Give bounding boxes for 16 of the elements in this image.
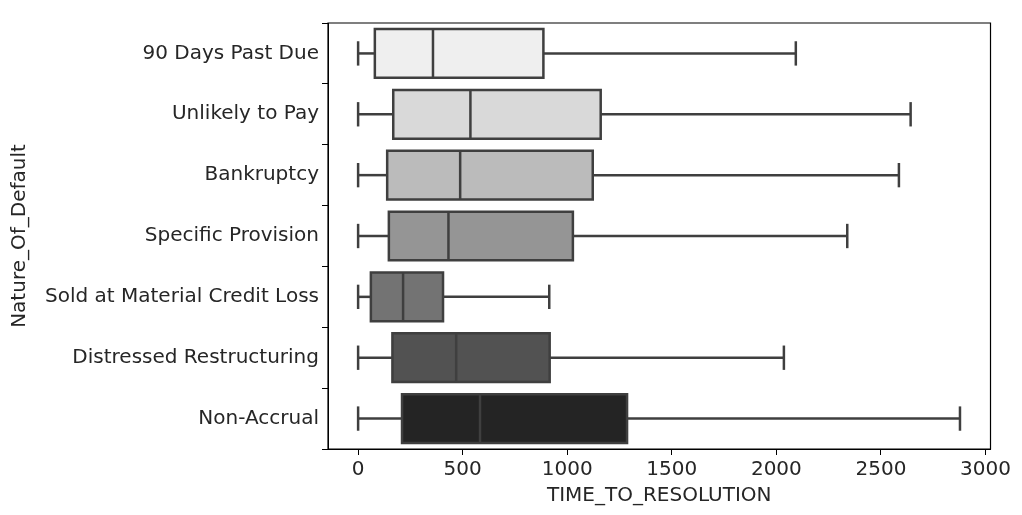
y-tick-label: Non-Accrual: [198, 404, 319, 429]
x-axis-title: TIME_TO_RESOLUTION: [545, 482, 772, 507]
y-tick-label: Specific Provision: [144, 222, 319, 247]
x-tick-label: 2500: [855, 456, 907, 481]
x-tick-label: 1000: [541, 456, 593, 481]
x-tick-label: 2000: [750, 456, 802, 481]
y-axis-title: Nature_Of_Default: [6, 144, 31, 328]
x-tick-label: 3000: [960, 456, 1011, 481]
x-tick-label: 0: [351, 456, 365, 481]
y-tick-label: Bankruptcy: [204, 161, 320, 186]
y-tick-label: Distressed Restructuring: [72, 343, 319, 368]
x-tick-label: 500: [443, 456, 482, 481]
y-tick-label: Unlikely to Pay: [171, 100, 320, 125]
y-tick-label: 90 Days Past Due: [142, 39, 319, 64]
x-tick-label: 1500: [646, 456, 698, 481]
y-tick-label: Sold at Material Credit Loss: [45, 283, 319, 308]
